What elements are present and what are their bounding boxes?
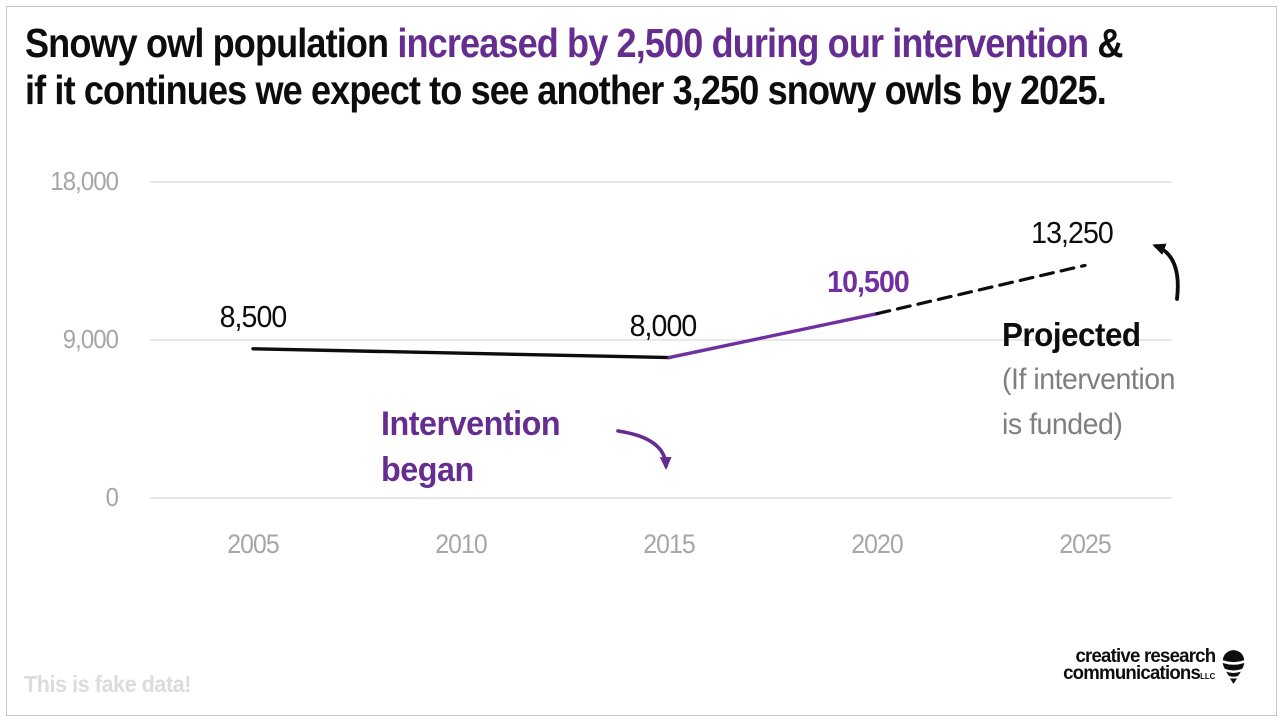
logo-line-1: creative research xyxy=(1075,646,1216,667)
fake-data-footnote: This is fake data! xyxy=(24,671,191,697)
annotation-projected-sub1: (If intervention xyxy=(1002,363,1175,396)
x-axis-tick-2015: 2015 xyxy=(643,529,696,559)
data-label-8500: 8,500 xyxy=(219,298,288,334)
annotation-projected-sub2: is funded) xyxy=(1002,408,1123,441)
logo-line-2: communicationsLLC xyxy=(1062,662,1215,684)
company-logo: creative research communicationsLLC xyxy=(1060,646,1246,685)
title-segment-black-1: Snowy owl population xyxy=(25,20,398,66)
logo-text: creative research communicationsLLC xyxy=(1062,646,1216,685)
intervention-curved-arrow xyxy=(616,429,672,470)
x-axis-tick-2025: 2025 xyxy=(1059,529,1112,559)
annotation-intervention-began: Intervention began xyxy=(381,401,561,493)
annotation-intervention-line1: Intervention xyxy=(381,405,561,443)
y-axis-tick-18,000: 18,000 xyxy=(50,166,119,196)
annotation-projected-title: Projected xyxy=(1002,316,1141,353)
logo-suffix: LLC xyxy=(1199,671,1215,681)
x-axis-tick-2020: 2020 xyxy=(851,529,904,559)
title-line-1: Snowy owl population increased by 2,500 … xyxy=(25,20,1280,67)
annotation-intervention-line2: began xyxy=(381,451,474,489)
hot-air-balloon-icon xyxy=(1222,650,1245,684)
title-line-2: if it continues we expect to see another… xyxy=(25,67,1107,113)
y-axis-tick-9,000: 9,000 xyxy=(62,324,119,354)
annotation-projected: Projected (If intervention is funded) xyxy=(1002,312,1175,447)
data-label-10500: 10,500 xyxy=(827,263,910,299)
title-segment-black-2: & xyxy=(1097,20,1123,66)
series-observed-before-intervention xyxy=(251,347,671,360)
x-axis-tick-2005: 2005 xyxy=(227,529,280,559)
page-title: Snowy owl population increased by 2,500 … xyxy=(25,20,1280,114)
data-label-13250: 13,250 xyxy=(1031,215,1114,251)
y-axis-tick-0: 0 xyxy=(105,482,119,512)
projected-curved-arrow xyxy=(1152,243,1180,301)
title-segment-purple: increased by 2,500 during our interventi… xyxy=(397,20,1098,66)
x-axis-tick-2010: 2010 xyxy=(435,529,488,559)
data-label-8000: 8,000 xyxy=(629,307,698,343)
